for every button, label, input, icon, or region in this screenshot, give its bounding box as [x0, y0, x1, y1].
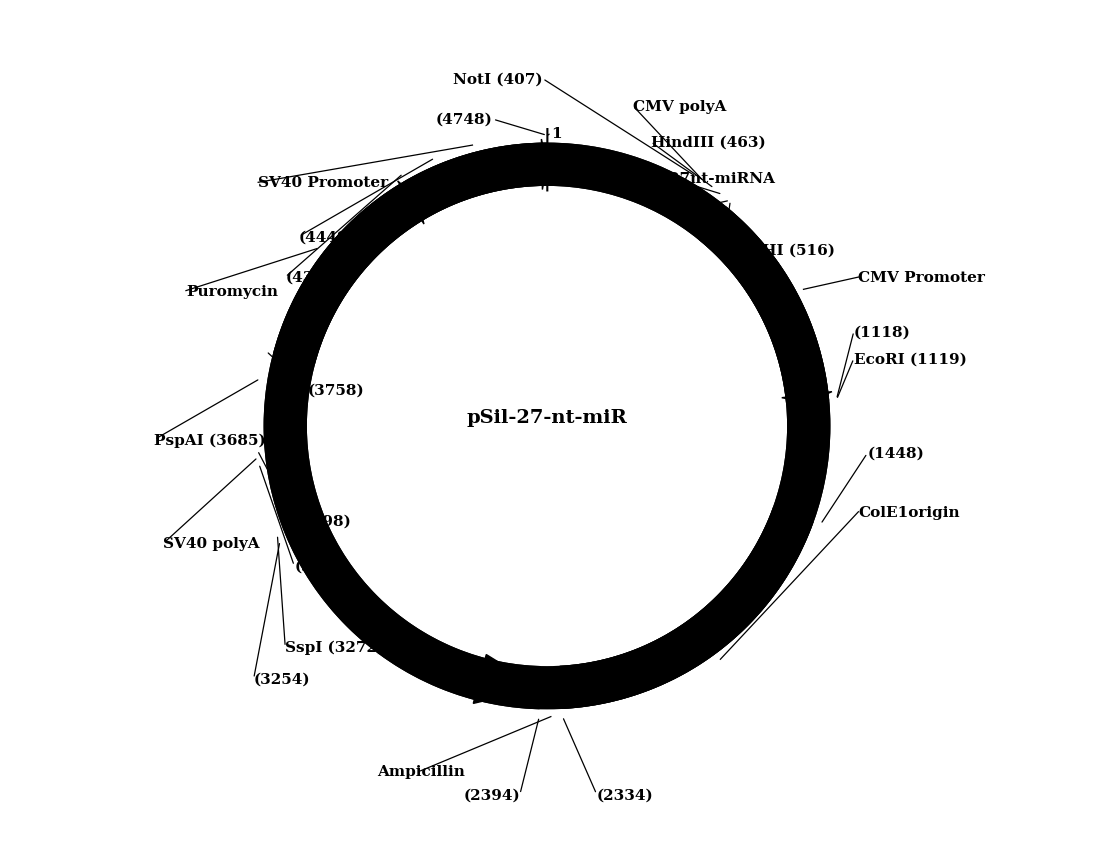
Polygon shape	[274, 181, 428, 365]
Text: PspAI (3685): PspAI (3685)	[154, 432, 266, 447]
Text: (4449): (4449)	[299, 230, 356, 244]
Text: (1448): (1448)	[868, 447, 924, 461]
Text: (4748): (4748)	[437, 113, 492, 127]
Text: CMV Promoter: CMV Promoter	[859, 270, 986, 285]
Text: pSil-27-nt-miR: pSil-27-nt-miR	[467, 409, 627, 426]
Text: HindIII (463): HindIII (463)	[651, 136, 766, 149]
Polygon shape	[397, 182, 424, 225]
Polygon shape	[407, 143, 547, 218]
Text: (1118): (1118)	[854, 325, 911, 339]
Text: SV40 Promoter: SV40 Promoter	[258, 176, 388, 190]
Text: BamHI (516): BamHI (516)	[723, 244, 835, 258]
Polygon shape	[782, 392, 831, 403]
Text: Puromycin: Puromycin	[186, 284, 278, 299]
Text: NotI (407): NotI (407)	[453, 73, 543, 86]
Text: (3758): (3758)	[307, 384, 364, 397]
Polygon shape	[264, 143, 830, 710]
Text: 1: 1	[551, 126, 562, 141]
Text: ColE1origin: ColE1origin	[859, 505, 961, 519]
Wedge shape	[264, 143, 830, 710]
Text: 27nt-miRNA: 27nt-miRNA	[668, 171, 775, 186]
Polygon shape	[560, 508, 814, 709]
Polygon shape	[698, 207, 829, 405]
Circle shape	[259, 139, 835, 714]
Text: (3463): (3463)	[294, 560, 351, 573]
Text: Ampicillin: Ampicillin	[376, 764, 465, 778]
Text: (4357): (4357)	[286, 270, 342, 285]
Polygon shape	[542, 140, 547, 190]
Text: (3498): (3498)	[294, 514, 351, 528]
Text: (515): (515)	[668, 207, 714, 222]
Text: (2334): (2334)	[596, 787, 653, 801]
Text: CMV polyA: CMV polyA	[632, 100, 726, 113]
Text: EcoRI (1119): EcoRI (1119)	[854, 352, 967, 366]
Text: (2394): (2394)	[463, 787, 520, 801]
Polygon shape	[474, 655, 540, 704]
Text: (3254): (3254)	[254, 672, 311, 686]
Text: SspI (3272): SspI (3272)	[286, 641, 384, 654]
Text: SV40 polyA: SV40 polyA	[163, 537, 260, 551]
